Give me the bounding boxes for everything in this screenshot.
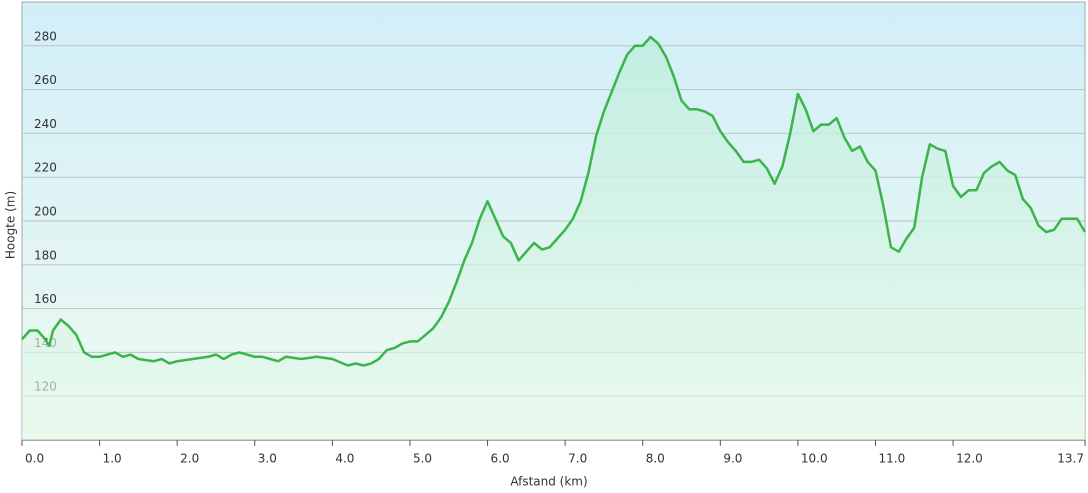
x-tick-label: 9.0 bbox=[723, 452, 742, 466]
x-tick-label: 0.0 bbox=[25, 452, 44, 466]
elevation-area bbox=[22, 37, 1085, 440]
x-tick-label: 13.7 bbox=[1057, 452, 1084, 466]
y-axis-label: Hoogte (m) bbox=[4, 191, 18, 259]
x-tick-label: 3.0 bbox=[258, 452, 277, 466]
y-tick-label: 200 bbox=[34, 205, 57, 219]
x-tick-label: 11.0 bbox=[879, 452, 906, 466]
y-tick-label: 180 bbox=[34, 248, 57, 262]
x-tick-label: 7.0 bbox=[568, 452, 587, 466]
x-tick-label: 12.0 bbox=[956, 452, 983, 466]
x-axis-label: Afstand (km) bbox=[510, 475, 587, 489]
x-tick-label: 1.0 bbox=[103, 452, 122, 466]
y-tick-label: 260 bbox=[34, 73, 57, 87]
elevation-line bbox=[21, 35, 1087, 367]
y-tick-label: 240 bbox=[34, 117, 57, 131]
y-tick-label: 280 bbox=[34, 29, 57, 43]
x-tick-label: 5.0 bbox=[413, 452, 432, 466]
x-tick-label: 6.0 bbox=[491, 452, 510, 466]
x-tick-label: 4.0 bbox=[335, 452, 354, 466]
x-tick-label: 2.0 bbox=[180, 452, 199, 466]
y-tick-label: 220 bbox=[34, 161, 57, 175]
y-tick-label: 160 bbox=[34, 292, 57, 306]
x-tick-label: 10.0 bbox=[801, 452, 828, 466]
x-tick-label: 8.0 bbox=[646, 452, 665, 466]
